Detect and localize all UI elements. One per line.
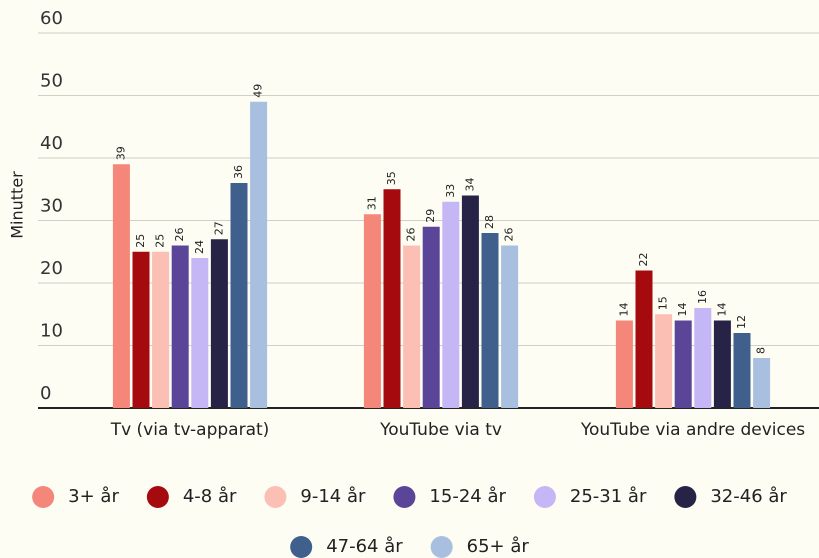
legend-swatch — [674, 486, 697, 508]
y-tick-label: 40 — [40, 133, 63, 154]
value-label: 33 — [444, 184, 457, 198]
bar — [152, 251, 170, 408]
value-label: 12 — [735, 315, 748, 329]
bar — [655, 314, 673, 408]
bar — [191, 258, 209, 408]
x-tick-label: Tv (via tv-apparat) — [110, 420, 270, 440]
legend-label: 32-46 år — [710, 486, 787, 507]
value-label: 14 — [715, 303, 728, 317]
value-label: 31 — [365, 196, 378, 210]
value-label: 49 — [252, 84, 265, 98]
legend-item: 9-14 år — [264, 486, 366, 508]
bar — [383, 189, 401, 408]
bar — [733, 333, 751, 408]
value-label: 29 — [424, 209, 437, 223]
bar — [422, 226, 440, 408]
y-tick-label: 0 — [40, 383, 51, 404]
legend-item: 47-64 år — [290, 536, 403, 558]
bar — [442, 201, 460, 408]
legend-item: 4-8 år — [146, 486, 237, 508]
value-label: 14 — [676, 303, 689, 317]
y-tick-label: 50 — [40, 71, 63, 92]
value-label: 36 — [232, 165, 245, 179]
value-label: 8 — [755, 347, 768, 354]
value-label: 39 — [114, 146, 127, 160]
legend-swatch — [290, 536, 313, 558]
value-label: 26 — [405, 228, 418, 242]
value-label: 26 — [503, 228, 516, 242]
legend-item: 15-24 år — [393, 486, 506, 508]
legend-swatch — [393, 486, 416, 508]
legend-swatch — [32, 486, 55, 508]
bar — [713, 320, 731, 408]
legend-label: 9-14 år — [300, 486, 366, 507]
legend-label: 15-24 år — [429, 486, 506, 507]
y-tick-label: 10 — [40, 321, 63, 342]
legend-item: 65+ år — [430, 536, 530, 558]
value-label: 14 — [617, 303, 630, 317]
bar — [250, 101, 268, 408]
legend-label: 3+ år — [68, 486, 119, 507]
legend-label: 47-64 år — [326, 536, 403, 557]
value-label: 22 — [637, 253, 650, 267]
value-label: 26 — [173, 228, 186, 242]
bar — [461, 195, 479, 408]
value-label: 16 — [696, 290, 709, 304]
legend-item: 3+ år — [32, 486, 119, 508]
bar — [210, 239, 228, 408]
bar — [635, 270, 653, 408]
legend-item: 32-46 år — [674, 486, 787, 508]
legend-label: 65+ år — [467, 536, 530, 557]
legend-swatch — [430, 536, 453, 558]
bar — [230, 183, 248, 408]
value-label: 34 — [463, 178, 476, 192]
value-label: 28 — [483, 215, 496, 229]
bar — [481, 233, 499, 408]
value-label: 27 — [212, 221, 225, 235]
bar — [615, 320, 633, 408]
value-label: 35 — [385, 171, 398, 185]
value-label: 25 — [134, 234, 147, 248]
bar — [112, 164, 130, 408]
legend-label: 25-31 år — [570, 486, 647, 507]
legend-swatch — [146, 486, 169, 508]
y-axis-label: Minutter — [8, 171, 27, 239]
bar — [363, 214, 381, 408]
bar — [501, 245, 519, 408]
bar — [171, 245, 189, 408]
bar — [753, 358, 771, 408]
legend-swatch — [264, 486, 287, 508]
x-tick-label: YouTube via andre devices — [580, 420, 805, 440]
bar — [403, 245, 421, 408]
y-tick-label: 30 — [40, 196, 63, 217]
bar — [674, 320, 692, 408]
legend-swatch — [533, 486, 556, 508]
value-label: 25 — [154, 234, 167, 248]
value-label: 15 — [657, 296, 670, 310]
value-label: 24 — [193, 240, 206, 254]
bar — [132, 251, 150, 408]
bar — [694, 308, 712, 408]
legend-label: 4-8 år — [183, 486, 237, 507]
x-tick-label: YouTube via tv — [379, 420, 502, 440]
y-tick-label: 20 — [40, 258, 63, 279]
y-tick-label: 60 — [40, 8, 63, 29]
legend-item: 25-31 år — [533, 486, 647, 508]
